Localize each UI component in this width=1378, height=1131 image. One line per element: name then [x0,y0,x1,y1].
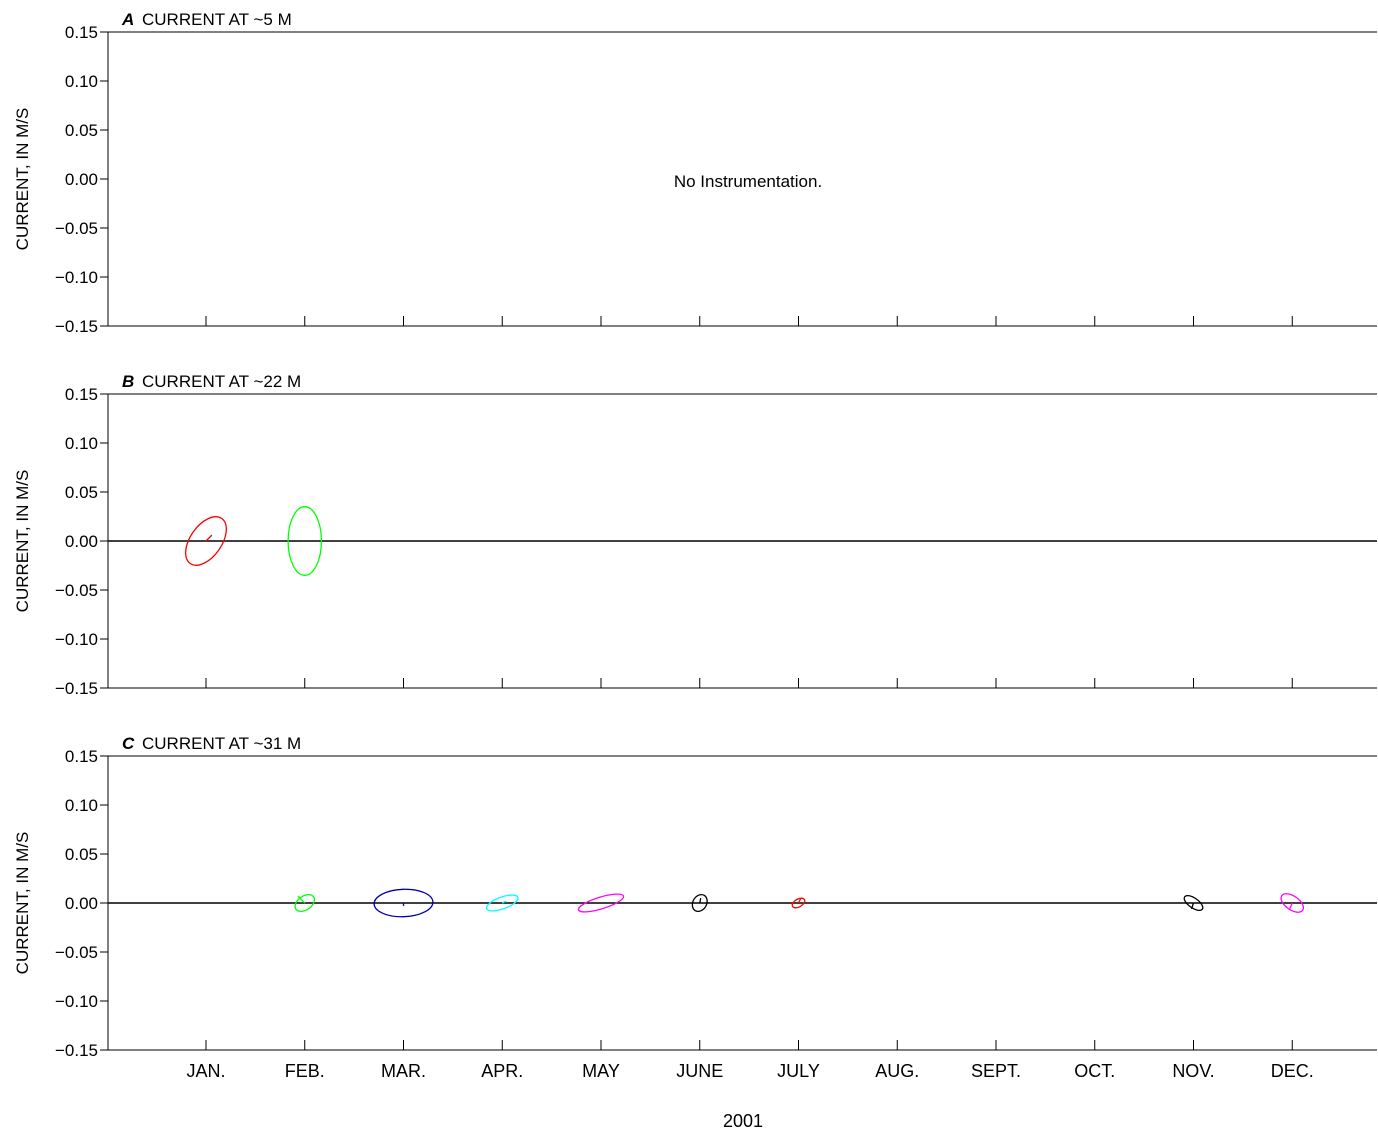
mean-current-vector [699,897,702,904]
y-tick-label: 0.05 [65,845,98,864]
y-tick-label: −0.15 [55,317,98,336]
panel-a: 0.15 0.10 0.05 0.00 −0.05 −0.10 −0.15 CURRENT, … [13,10,1377,336]
ellipse-feb [287,506,323,576]
x-tick-label: MAY [582,1061,620,1081]
y-tick-label: −0.05 [55,219,98,238]
y-tick-label: −0.05 [55,581,98,600]
mean-current-vector [1190,902,1195,910]
y-tick-label: 0.10 [65,434,98,453]
y-tick-label: −0.15 [55,679,98,698]
ellipse-feb [294,893,316,913]
panel-b: 0.15 0.10 0.05 0.00 −0.05 −0.10 −0.15 CURRENT, … [13,372,1377,698]
ellipse-mar [373,888,434,918]
x-axis-label: 2001 [723,1111,763,1131]
panel-title: CURRENT AT ~31 M [142,734,301,753]
x-tick-label: APR. [481,1061,523,1081]
variance-ellipse [373,888,434,918]
no-instrumentation-note: No Instrumentation. [674,172,822,191]
x-tick-label: MAR. [381,1061,426,1081]
y-tick-label: 0.15 [65,385,98,404]
variance-ellipse [294,893,316,913]
variance-ellipse [691,893,708,913]
x-tick-label: JAN. [186,1061,225,1081]
panel-title: CURRENT AT ~22 M [142,372,301,391]
x-tick-labels: JAN. FEB. MAR. APR. MAY JUNE JULY AUG. SEPT. OCT.… [186,1061,1313,1081]
variance-ellipse [287,506,323,576]
ellipse-may [577,893,625,913]
x-tick-label: FEB. [285,1061,325,1081]
y-tick-label: 0.05 [65,121,98,140]
y-axis-label: CURRENT, IN M/S [13,832,32,975]
y-tick-label: 0.15 [65,23,98,42]
panel-letter: B [122,372,134,391]
y-tick-label: 0.10 [65,72,98,91]
y-tick-label: 0.00 [65,894,98,913]
mean-current-vector [501,900,507,904]
panel-c: 0.15 0.10 0.05 0.00 −0.05 −0.10 −0.15 CURRENT, … [13,734,1377,1060]
ellipse-dec [1280,893,1305,913]
variance-ellipse [185,516,227,566]
ellipse-apr [485,894,519,912]
y-tick-label: −0.10 [55,268,98,287]
mean-current-vector [297,895,306,904]
mean-current-vector [1288,902,1293,911]
y-axis-label: CURRENT, IN M/S [13,108,32,251]
x-tick-label: NOV. [1172,1061,1214,1081]
ellipse-jan [185,516,227,566]
mean-current-vector [797,898,802,904]
x-tick-label: AUG. [875,1061,919,1081]
mean-current-vector [205,534,213,542]
panel-letter: A [121,10,134,29]
y-tick-label: 0.10 [65,796,98,815]
ellipse-june [691,893,708,913]
ellipse-july [791,897,806,909]
y-tick-label: −0.10 [55,992,98,1011]
y-tick-label: 0.15 [65,747,98,766]
variance-ellipse [577,893,625,913]
x-tick-label: SEPT. [971,1061,1021,1081]
y-tick-label: −0.05 [55,943,98,962]
y-tick-label: 0.00 [65,170,98,189]
variance-ellipse [1183,894,1204,912]
panel-letter: C [122,734,135,753]
x-tick-label: OCT. [1074,1061,1115,1081]
y-axis-label: CURRENT, IN M/S [13,470,32,613]
x-tick-label: DEC. [1271,1061,1314,1081]
variance-ellipse [791,897,806,909]
variance-ellipse [1280,893,1305,913]
variance-ellipse [485,894,519,912]
panel-title: CURRENT AT ~5 M [142,10,292,29]
x-tick-label: JULY [777,1061,820,1081]
y-tick-label: 0.05 [65,483,98,502]
y-tick-label: 0.00 [65,532,98,551]
y-tick-label: −0.10 [55,630,98,649]
ellipse-nov [1183,894,1204,912]
y-tick-label: −0.15 [55,1041,98,1060]
x-tick-label: JUNE [676,1061,723,1081]
